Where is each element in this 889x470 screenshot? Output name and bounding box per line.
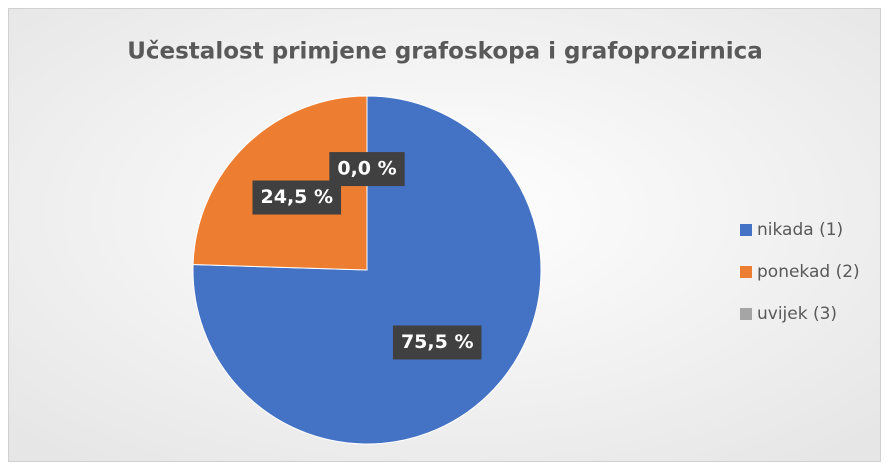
legend-label: ponekad (2) [757, 262, 860, 282]
data-label-box [252, 180, 342, 215]
data-label: 0,0 % [337, 158, 396, 180]
legend-label: uvijek (3) [757, 304, 837, 324]
legend-swatch [740, 224, 752, 236]
data-label-box [329, 152, 405, 187]
data-label-box [392, 325, 482, 360]
legend-label: nikada (1) [757, 220, 843, 240]
legend-swatch [740, 308, 752, 320]
data-label: 75,5 % [401, 331, 474, 353]
chart-title: Učestalost primjene grafoskopa i grafopr… [127, 39, 763, 65]
data-label: 24,5 % [261, 186, 334, 208]
legend-swatch [740, 266, 752, 278]
